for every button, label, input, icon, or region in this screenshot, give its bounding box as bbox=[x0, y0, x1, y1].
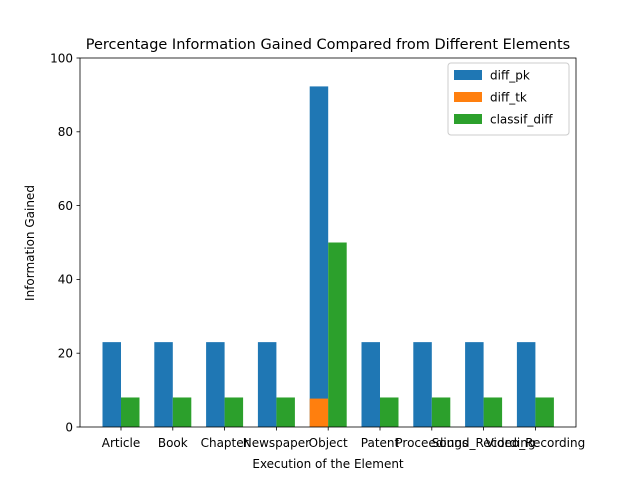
bar-classif-diff-sound_recording bbox=[483, 397, 503, 427]
y-tick-label: 40 bbox=[58, 273, 73, 287]
y-tick-label: 0 bbox=[65, 420, 73, 434]
y-tick-label: 80 bbox=[58, 125, 73, 139]
legend: diff_pk diff_tk classif_diff bbox=[447, 62, 570, 136]
bars-group bbox=[102, 86, 554, 428]
x-tick-label-article: Article bbox=[102, 436, 141, 450]
bar-diff-pk-proceedings bbox=[413, 342, 432, 427]
bar-diff-pk-sound_recording bbox=[465, 342, 484, 427]
legend-label-diff-tk: diff_tk bbox=[490, 91, 527, 105]
bar-diff-pk-patent bbox=[361, 342, 380, 427]
legend-label-diff-pk: diff_pk bbox=[490, 69, 530, 83]
bar-classif-diff-proceedings bbox=[431, 397, 451, 427]
x-tick-label-chapter: Chapter bbox=[201, 436, 249, 450]
bar-diff-pk-video_recording bbox=[516, 342, 536, 427]
bar-diff-pk-chapter bbox=[206, 342, 225, 427]
y-axis-label: Information Gained bbox=[23, 185, 37, 301]
y-tick-label: 100 bbox=[50, 51, 73, 65]
legend-swatch-diff-pk bbox=[454, 70, 482, 80]
bar-diff-pk-book bbox=[154, 342, 173, 427]
x-tick-label-patent: Patent bbox=[361, 436, 400, 450]
bar-classif-diff-newspaper bbox=[276, 397, 295, 427]
bar-classif-diff-chapter bbox=[224, 397, 244, 427]
bar-classif-diff-object bbox=[328, 242, 347, 427]
x-tick-label-proceedings: Proceedings bbox=[395, 436, 468, 450]
x-tick-label-book: Book bbox=[158, 436, 188, 450]
bar-classif-diff-video_recording bbox=[535, 397, 554, 427]
legend-swatch-diff-tk bbox=[454, 92, 482, 102]
x-axis-label: Execution of the Element bbox=[252, 457, 404, 471]
x-tick-label-object: Object bbox=[309, 436, 348, 450]
bar-classif-diff-book bbox=[172, 397, 192, 427]
y-tick-label: 60 bbox=[58, 199, 73, 213]
bar-diff-tk-object bbox=[309, 398, 329, 427]
x-tick-label-sound_recording: Sound_Recording bbox=[432, 436, 536, 450]
bar-diff-pk-newspaper bbox=[257, 342, 277, 427]
x-tick-label-video_recording: Video_Recording bbox=[486, 436, 586, 450]
bar-classif-diff-article bbox=[121, 397, 140, 427]
legend-swatch-classif-diff bbox=[454, 114, 482, 124]
y-tick-label: 20 bbox=[58, 347, 73, 361]
bar-diff-pk-object bbox=[309, 86, 329, 428]
legend-label-classif-diff: classif_diff bbox=[490, 113, 553, 127]
bar-classif-diff-patent bbox=[380, 397, 399, 427]
x-tick-label-newspaper: Newspaper bbox=[243, 436, 310, 450]
bar-diff-pk-article bbox=[102, 342, 121, 427]
chart-title: Percentage Information Gained Compared f… bbox=[86, 37, 570, 53]
y-ticks-group: 0 20 40 60 80 100 bbox=[50, 51, 80, 434]
